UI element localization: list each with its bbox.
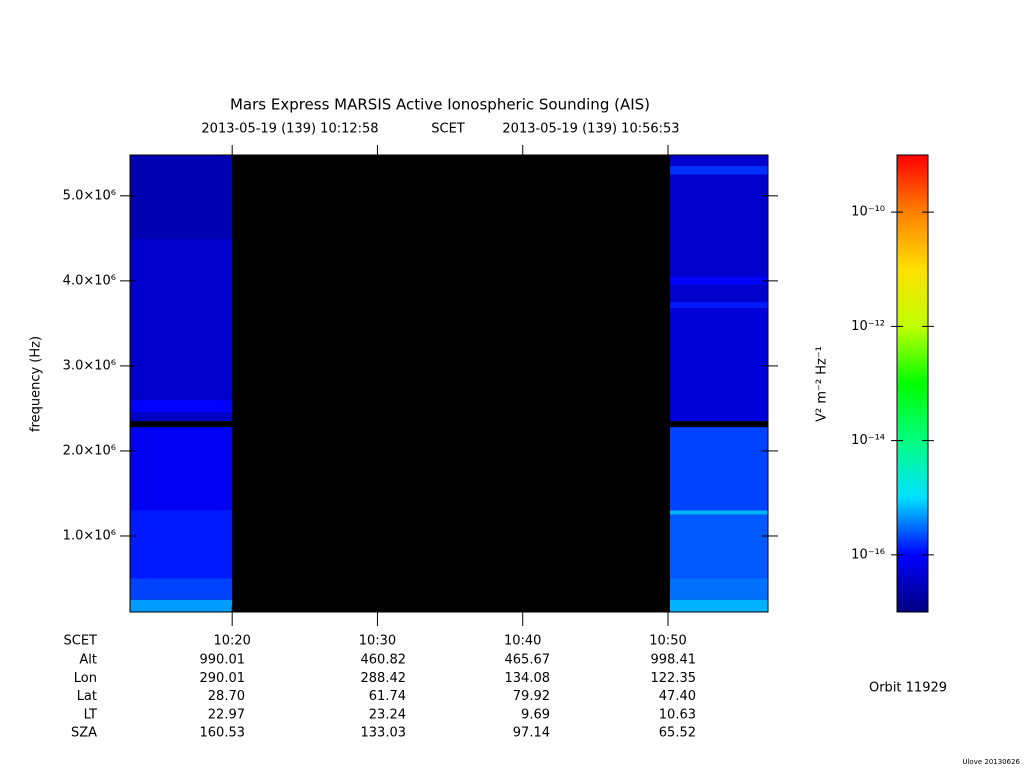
ephemeris-value: 460.82 (361, 653, 407, 668)
spectrogram-cell (130, 399, 233, 413)
x-tick-label: 10:20 (213, 634, 250, 649)
x-tick-label: 10:30 (359, 634, 396, 649)
colorbar-tick-label: 10⁻¹² (851, 319, 885, 334)
subtitle-scet: SCET (431, 122, 465, 137)
spectrogram-cell (130, 155, 233, 239)
spectrogram-cell (669, 302, 768, 309)
chart-title: Mars Express MARSIS Active Ionospheric S… (230, 96, 650, 114)
spectrogram-cell (130, 599, 233, 612)
y-tick-label: 1.0×10⁶ (63, 528, 116, 543)
y-tick-label: 4.0×10⁶ (63, 273, 116, 288)
ephemeris-value: 122.35 (651, 671, 697, 686)
spectrogram-cell (669, 285, 768, 303)
subtitle-end: 2013-05-19 (139) 10:56:53 (502, 122, 679, 137)
subtitle-start: 2013-05-19 (139) 10:12:58 (201, 122, 378, 137)
colorbar (896, 154, 929, 613)
ephemeris-label: SZA (71, 726, 97, 741)
colorbar-label: V² m⁻² Hz⁻¹ (815, 346, 830, 422)
plot-frame (129, 154, 769, 613)
y-tick-label: 5.0×10⁶ (63, 188, 116, 203)
ephemeris-value: 134.08 (505, 671, 551, 686)
orbit-label: Orbit 11929 (869, 681, 947, 696)
spectrogram-cell (669, 276, 768, 286)
ephemeris-value: 9.69 (521, 707, 550, 722)
spectrogram-cell (669, 308, 768, 422)
ephemeris-value: 79.92 (513, 689, 550, 704)
spectrogram-cell (669, 578, 768, 600)
spectrogram-cell (669, 166, 768, 175)
ephemeris-label: Lat (77, 689, 97, 704)
ephemeris-label: Alt (79, 653, 97, 668)
ephemeris-label: Lon (74, 671, 97, 686)
x-tick-label: 10:40 (504, 634, 541, 649)
y-tick-label: 3.0×10⁶ (63, 358, 116, 373)
spectrogram-cell (130, 578, 233, 600)
ephemeris-time-label: SCET (64, 634, 98, 649)
ephemeris-value: 160.53 (200, 726, 246, 741)
colorbar-tick-label: 10⁻¹⁰ (851, 205, 885, 220)
spectrogram-cell (669, 427, 768, 511)
y-axis-label: frequency (Hz) (29, 336, 44, 432)
ephemeris-value: 133.03 (361, 726, 407, 741)
spectrogram-cell (130, 412, 233, 422)
footer: Ulove 20130626 (962, 758, 1020, 766)
ephemeris-value: 97.14 (513, 726, 550, 741)
ephemeris-value: 28.70 (208, 689, 245, 704)
plot-background (130, 155, 768, 612)
spectrogram-cell (669, 510, 768, 515)
ephemeris-value: 990.01 (200, 653, 246, 668)
spectrogram-cell (669, 174, 768, 277)
ephemeris-value: 465.67 (505, 653, 551, 668)
spectrogram-cell (130, 238, 233, 400)
spectrogram-cell (669, 155, 768, 167)
ephemeris-value: 290.01 (200, 671, 246, 686)
ephemeris-value: 288.42 (361, 671, 407, 686)
spectrogram-cell (130, 510, 233, 579)
y-tick-label: 2.0×10⁶ (63, 443, 116, 458)
spectrogram-cell (669, 514, 768, 579)
ephemeris-value: 22.97 (208, 707, 245, 722)
colorbar-tick-label: 10⁻¹⁶ (851, 547, 885, 562)
ephemeris-value: 998.41 (651, 653, 697, 668)
ephemeris-label: LT (84, 707, 97, 722)
spectrogram-cell (669, 599, 768, 612)
colorbar-tick-label: 10⁻¹⁴ (851, 433, 885, 448)
ephemeris-value: 61.74 (369, 689, 406, 704)
ephemeris-value: 10.63 (659, 707, 696, 722)
x-tick-label: 10:50 (649, 634, 686, 649)
spectrogram-cell (130, 427, 233, 511)
ephemeris-value: 23.24 (369, 707, 406, 722)
ephemeris-value: 65.52 (659, 726, 696, 741)
ephemeris-value: 47.40 (659, 689, 696, 704)
